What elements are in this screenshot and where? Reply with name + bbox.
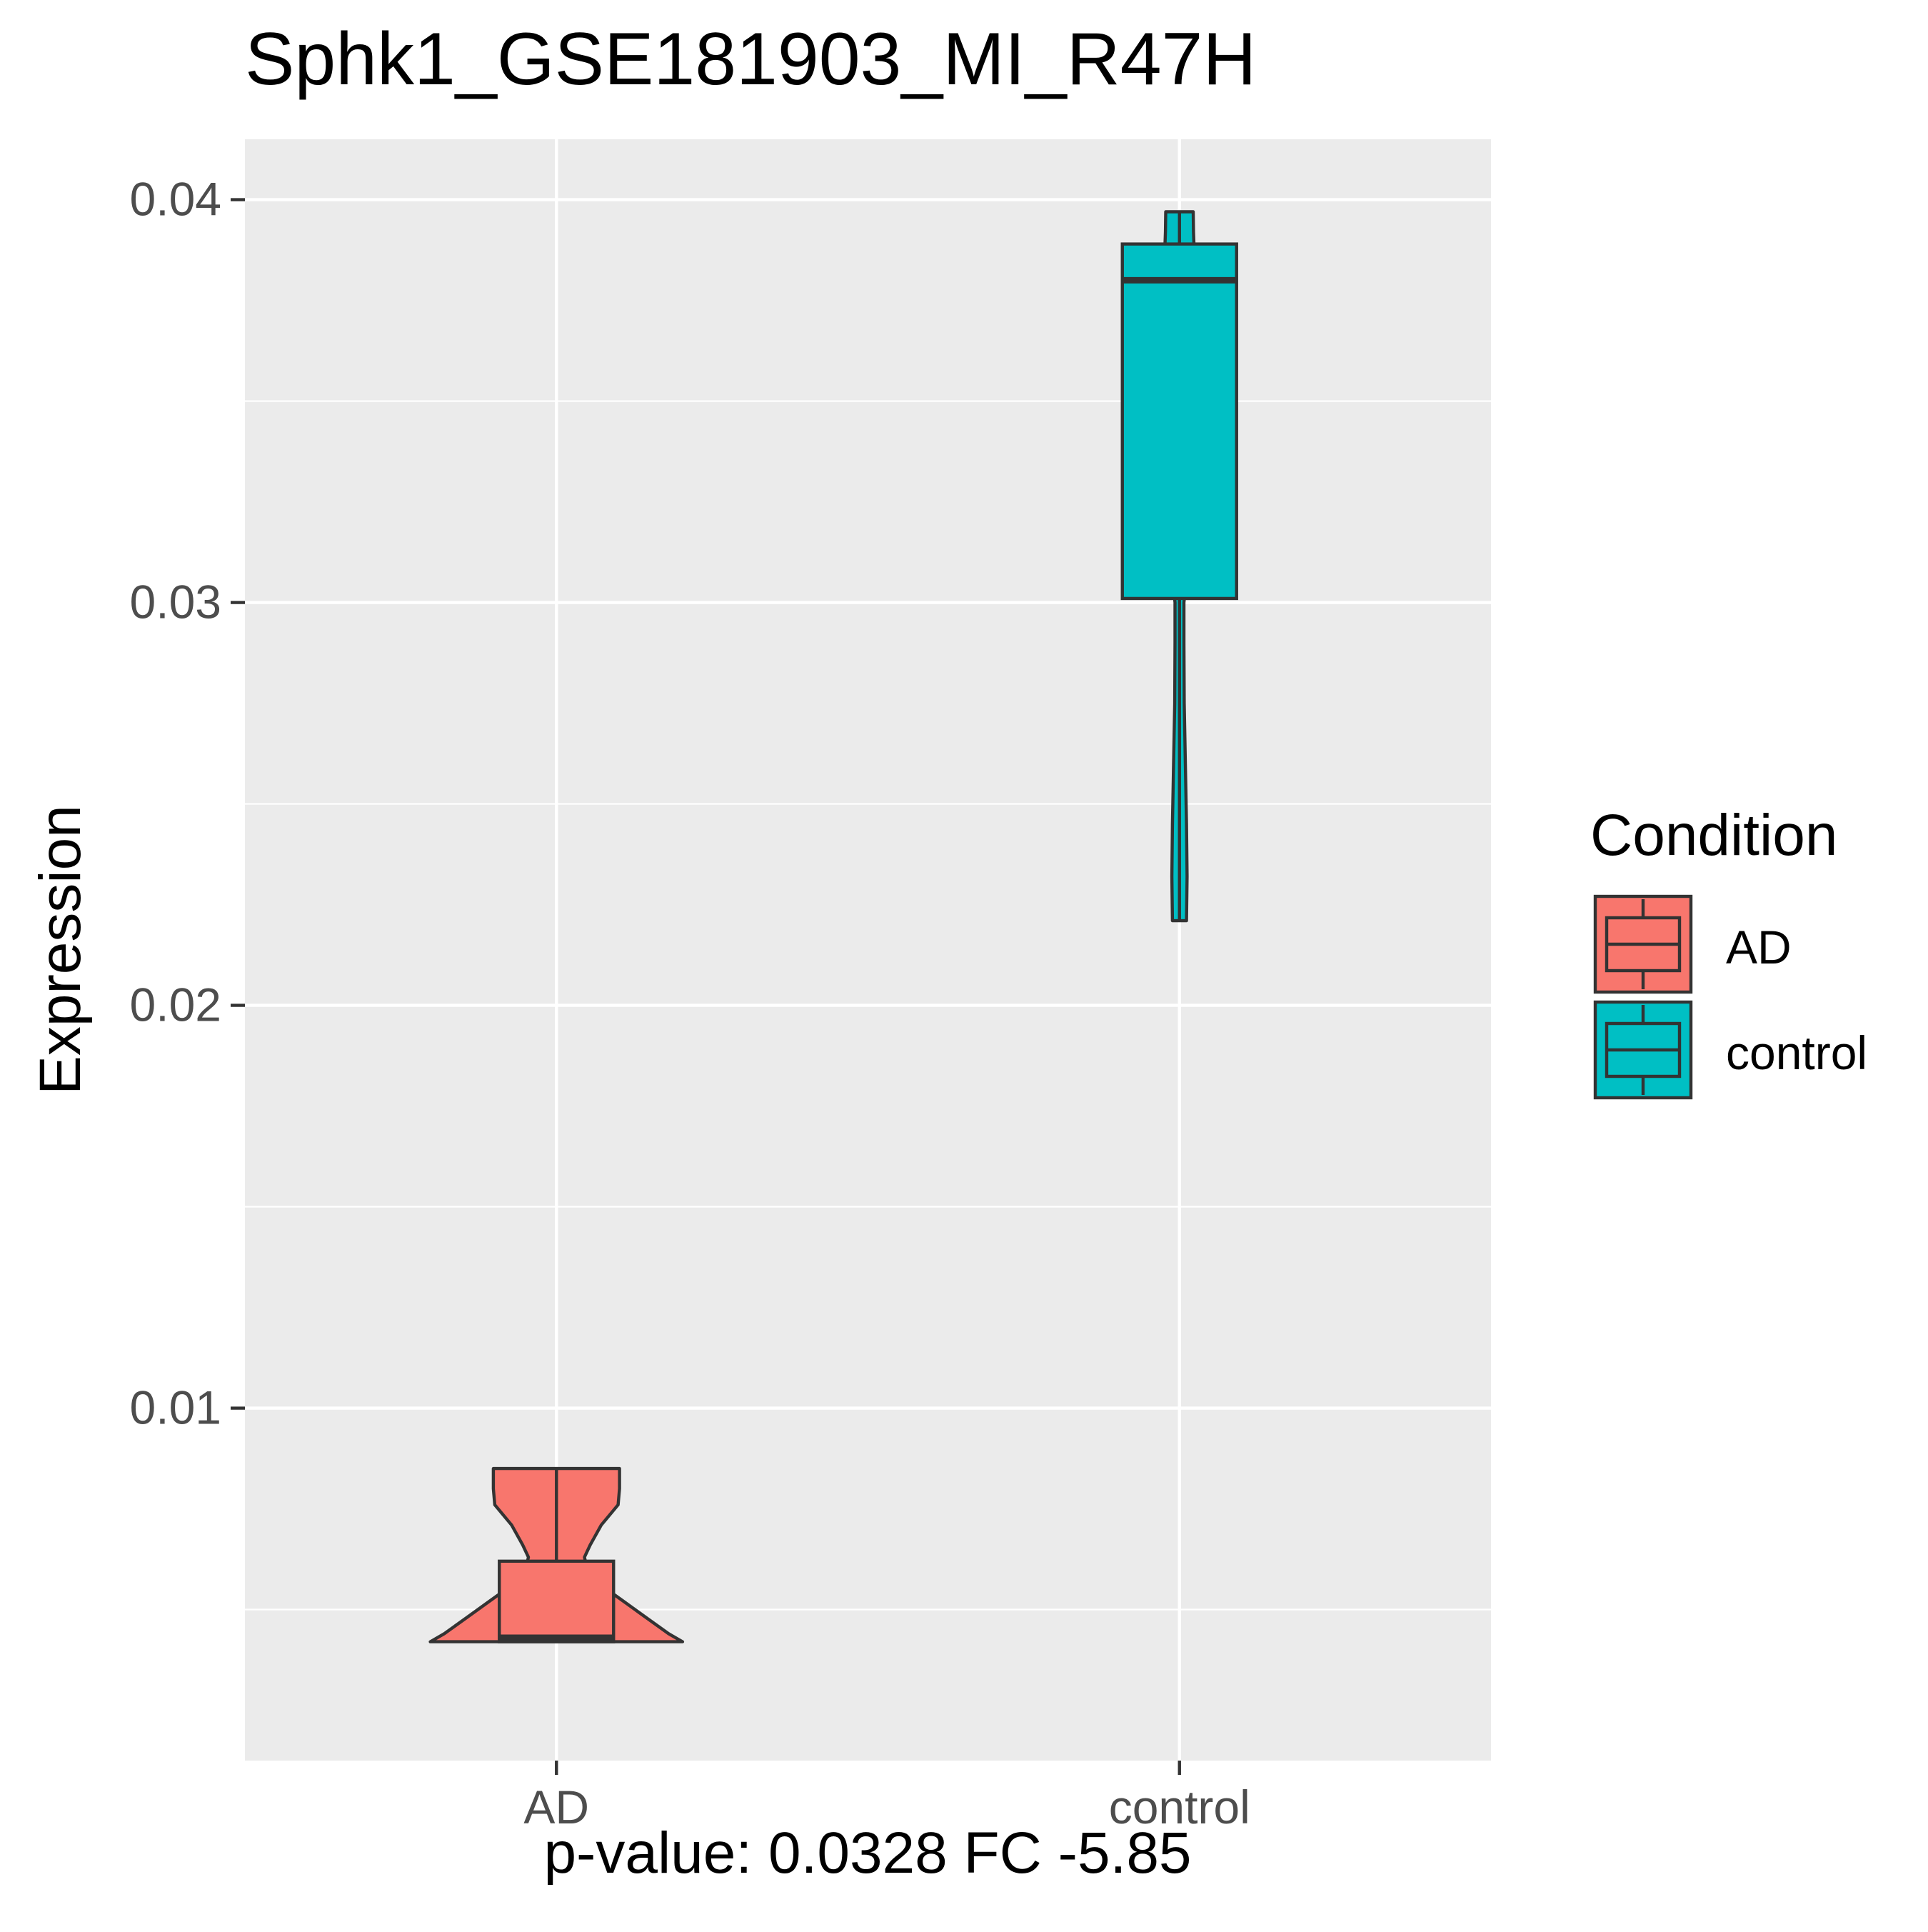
y-tick-label: 0.01 (130, 1381, 221, 1434)
box-iqr (1120, 242, 1238, 601)
chart-title: Sphk1_GSE181903_MI_R47H (245, 18, 1257, 101)
box-iqr (498, 1559, 616, 1643)
y-axis-title: Expression (28, 805, 93, 1095)
plot-panel (245, 139, 1491, 1761)
x-axis-title: p-value: 0.0328 FC -5.85 (543, 1821, 1191, 1886)
legend-title: Condition (1590, 803, 1837, 868)
legend-label-control: control (1726, 1026, 1867, 1079)
y-tick-label: 0.03 (130, 576, 221, 629)
legend-label-ad: AD (1726, 921, 1792, 973)
y-tick-label: 0.02 (130, 978, 221, 1031)
x-tick-label: control (1109, 1781, 1250, 1833)
y-tick-label: 0.04 (130, 173, 221, 226)
x-tick-label: AD (523, 1781, 589, 1833)
